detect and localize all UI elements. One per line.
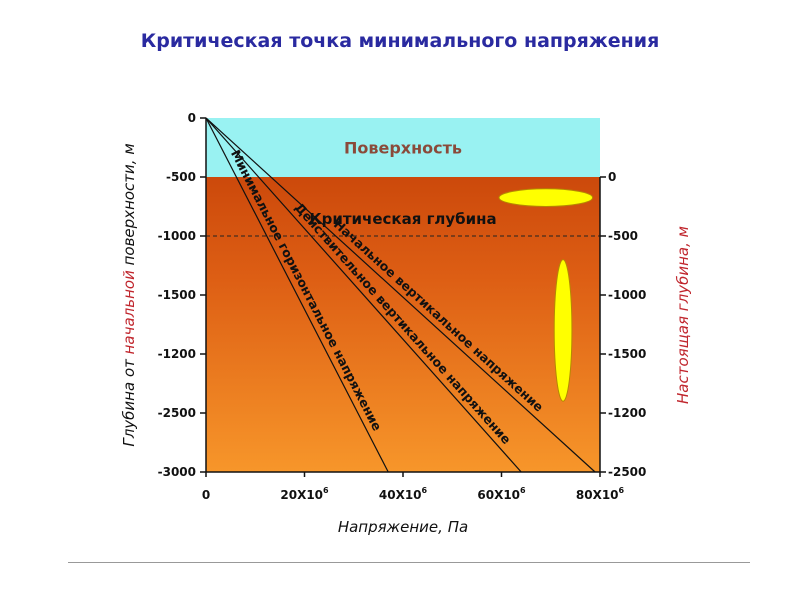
left-axis-title: Глубина от начальной поверхности, м (120, 143, 138, 446)
x-axis-title: Напряжение, Па (338, 518, 468, 536)
bottom-divider (68, 562, 750, 563)
surface-region: Поверхность (206, 118, 600, 177)
marker-ellipse-1 (498, 188, 594, 207)
surface-region-fill (206, 118, 600, 177)
markers (498, 188, 594, 402)
right-axis-ticks: 0 -500 -1000 -1500 -1200 -2500 (600, 170, 646, 479)
series-line-1 (205, 117, 389, 473)
x-tick-label: 40X106 (379, 486, 428, 502)
right-tick-label: -500 (608, 229, 638, 243)
chart-title: Критическая точка минимального напряжени… (140, 30, 660, 52)
left-tick-label: -1200 (158, 347, 196, 361)
critical-depth: Критическая глубина (206, 210, 600, 237)
right-tick-label: -1000 (608, 288, 646, 302)
right-tick-label: -2500 (608, 465, 646, 479)
left-axis-ticks: 0 -500 -1000 -1500 -1200 -2500 -3000 (158, 111, 206, 479)
x-tick-label: 80X106 (576, 486, 625, 502)
right-tick-label: -1200 (608, 406, 646, 420)
critical-depth-label: Критическая глубина (309, 210, 496, 228)
x-tick-label: 0 (202, 488, 210, 502)
axis-titles: Напряжение, Па Глубина от начальной повер… (120, 143, 692, 536)
series-line-2 (205, 117, 522, 473)
surface-label: Поверхность (344, 139, 462, 158)
x-tick-label: 20X106 (280, 486, 329, 502)
left-tick-label: -1000 (158, 229, 196, 243)
right-axis-title: Настоящая глубина, м (674, 226, 692, 404)
left-tick-label: 0 (188, 111, 196, 125)
marker-ellipse-2 (553, 259, 573, 402)
right-tick-label: -1500 (608, 347, 646, 361)
left-tick-label: -2500 (158, 406, 196, 420)
series-line-3 (205, 117, 596, 473)
left-tick-label: -1500 (158, 288, 196, 302)
left-tick-label: -500 (166, 170, 196, 184)
left-tick-label: -3000 (158, 465, 196, 479)
right-tick-label: 0 (608, 170, 616, 184)
x-tick-label: 60X106 (477, 486, 526, 502)
x-axis-ticks: 0 20X106 40X106 60X106 80X106 (202, 472, 625, 502)
